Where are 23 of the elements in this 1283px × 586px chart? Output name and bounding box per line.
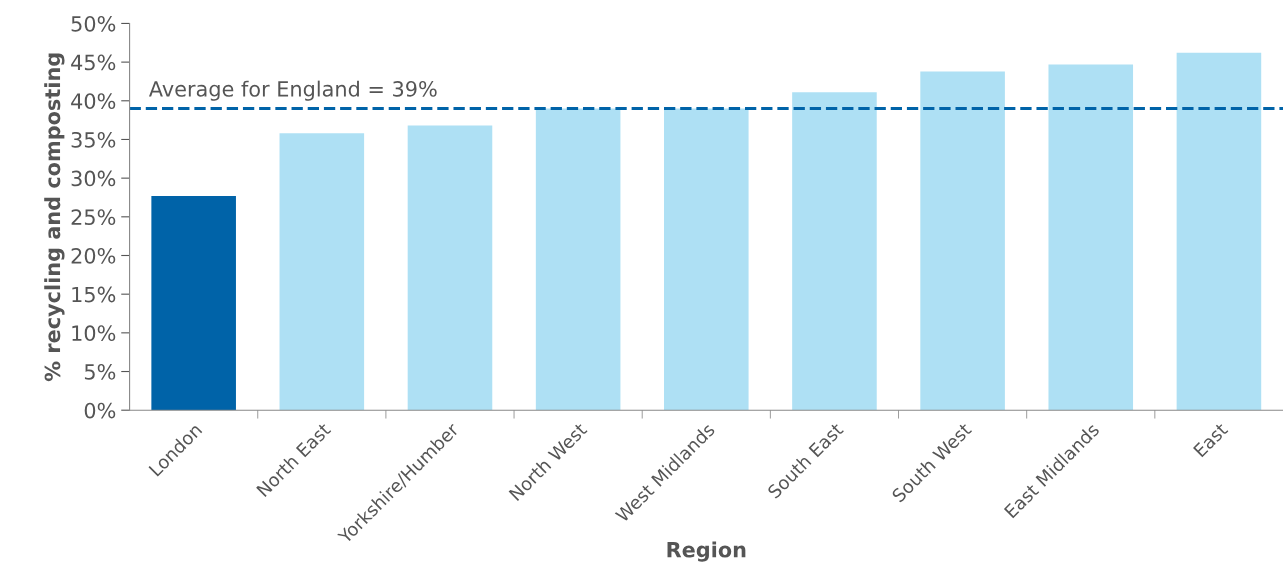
bar [407,125,493,411]
bar [920,71,1005,411]
bar [151,195,236,411]
y-tick-label: 35% [71,131,116,148]
y-tick-label: 10% [72,325,116,342]
y-tick-label: 25% [71,209,116,226]
y-tick-label: 30% [71,170,116,187]
y-axis-title: % recycling and composting [44,53,65,382]
y-tick-label: 0% [84,402,116,419]
bar [792,92,877,411]
bar [1048,64,1134,411]
y-tick-label: 15% [72,286,116,303]
bar [664,108,749,411]
ref-line-label: Average for England = 39% [148,80,437,101]
bar [535,108,621,411]
x-axis-title: Region [667,541,746,562]
y-tick-label: 45% [71,54,116,71]
bar [1176,52,1262,411]
y-tick-label: 40% [71,93,116,109]
y-tick-label: 5% [84,363,116,380]
y-tick-label: 20% [71,247,116,264]
y-tick-label: 50% [71,15,116,32]
bar [279,133,365,411]
